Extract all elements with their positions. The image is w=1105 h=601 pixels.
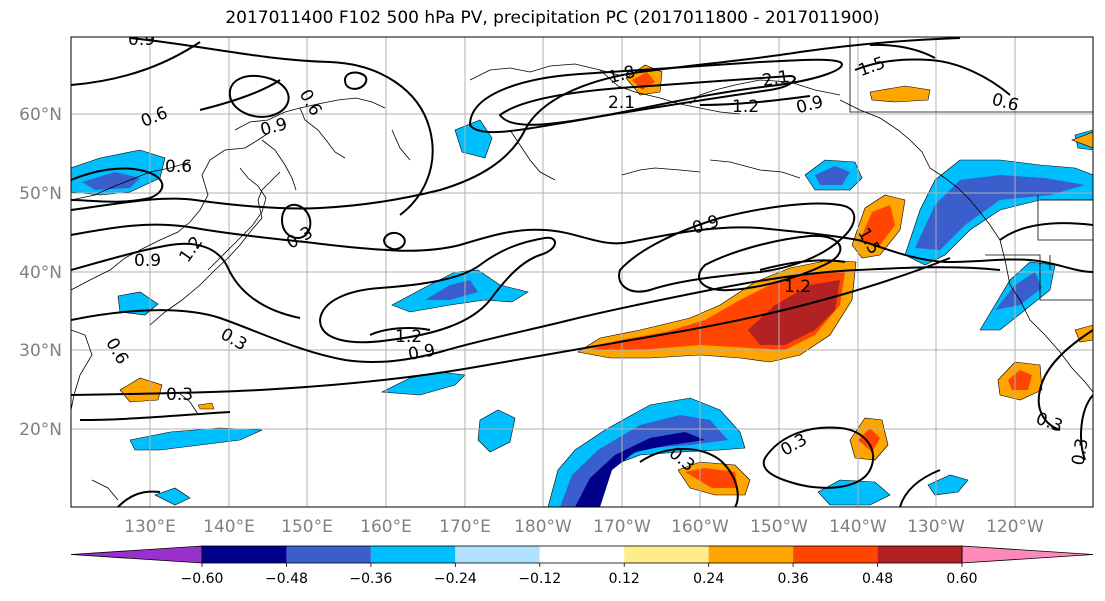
colorbar-swatch <box>624 546 709 563</box>
lon-label: 170°E <box>439 517 491 537</box>
colorbar-tick-label: 0.12 <box>609 571 640 587</box>
contour-label: 0.3 <box>1033 409 1065 437</box>
contour-label: 0.6 <box>165 157 192 177</box>
lat-label: 20°N <box>19 420 62 440</box>
colorbar-extension-low <box>70 545 203 564</box>
lon-label: 140°W <box>829 517 887 537</box>
colorbar-tick-label: 0.24 <box>693 571 724 587</box>
contour-label: 0.9 <box>134 251 161 271</box>
map-plot-area: 0.9 0.6 0.6 0.9 0.6 0.3 1.2 0.9 0.6 0.3 … <box>71 30 1093 507</box>
colorbar-tick-label: −0.24 <box>434 571 477 587</box>
lon-label: 120°W <box>986 517 1044 537</box>
map-frame <box>70 36 1094 508</box>
contour-label: 0.3 <box>777 430 810 461</box>
contour-label: 0.9 <box>690 211 722 238</box>
lat-label: 50°N <box>19 184 62 204</box>
contour-label: 1.2 <box>732 97 759 117</box>
contour-label: 0.3 <box>283 223 316 254</box>
colorbar-swatch <box>202 546 287 563</box>
colorbar-swatch <box>877 546 962 563</box>
contour-label: 0.6 <box>295 86 326 119</box>
lat-label: 30°N <box>19 341 62 361</box>
lat-label: 60°N <box>19 105 62 125</box>
longitude-labels: 130°E 140°E 150°E 160°E 170°E 180°W 170°… <box>124 517 1044 537</box>
colorbar-swatch <box>539 546 625 563</box>
lon-label: 150°E <box>281 517 333 537</box>
colorbar-tick-label: −0.60 <box>181 571 224 587</box>
plot-title: 2017011400 F102 500 hPa PV, precipitatio… <box>225 8 880 28</box>
borders <box>849 37 1093 301</box>
contour-label: 1.2 <box>784 277 811 297</box>
contour-label: 0.6 <box>138 103 171 132</box>
colorbar-swatch <box>286 546 371 563</box>
lon-label: 140°E <box>203 517 255 537</box>
colorbar-swatch <box>793 546 878 563</box>
colorbar-frame <box>201 545 963 564</box>
contour-label: 1.2 <box>395 327 422 347</box>
contour-label: 0.3 <box>1068 437 1092 467</box>
contour-label: 0.6 <box>101 335 132 368</box>
colorbar-tick-label: 0.36 <box>778 571 809 587</box>
lon-label: 160°W <box>671 517 729 537</box>
contour-label: 0.9 <box>128 30 155 50</box>
contour-label: 2.1 <box>608 93 635 113</box>
colorbar-tick-label: −0.36 <box>349 571 392 587</box>
lon-label: 170°W <box>593 517 651 537</box>
negative-precip-shading <box>71 119 1093 507</box>
colorbar-tick-label: 0.48 <box>862 571 893 587</box>
contour-label: 2.1 <box>761 67 791 91</box>
contour-label: 0.9 <box>407 341 437 365</box>
contour-label: 0.3 <box>166 385 193 405</box>
lon-label: 150°W <box>750 517 808 537</box>
lat-label: 40°N <box>19 263 62 283</box>
lon-label: 130°E <box>124 517 176 537</box>
colorbar-tick-label: −0.12 <box>518 571 561 587</box>
colorbar-extension-high <box>961 545 1094 564</box>
pv-contours <box>71 37 1093 507</box>
lon-label: 160°E <box>360 517 412 537</box>
contour-label: 1.2 <box>175 233 207 267</box>
colorbar-tick-label: 0.60 <box>946 571 977 587</box>
graticule <box>71 37 1093 507</box>
lon-label: 180°W <box>514 517 572 537</box>
latitude-labels: 60°N 50°N 40°N 30°N 20°N <box>19 105 62 440</box>
lon-label: 130°W <box>907 517 965 537</box>
colorbar-swatch <box>708 546 794 563</box>
colorbar-swatch <box>370 546 456 563</box>
colorbar-swatch <box>455 546 540 563</box>
contour-label: 1.5 <box>856 53 888 81</box>
contour-label: 0.9 <box>258 114 289 140</box>
contour-label: 0.3 <box>217 324 250 355</box>
colorbar: −0.60 −0.48 −0.36 −0.24 −0.12 0.12 0.24 0.36 0.4… <box>70 545 1094 587</box>
colorbar-tick-label: −0.48 <box>265 571 308 587</box>
